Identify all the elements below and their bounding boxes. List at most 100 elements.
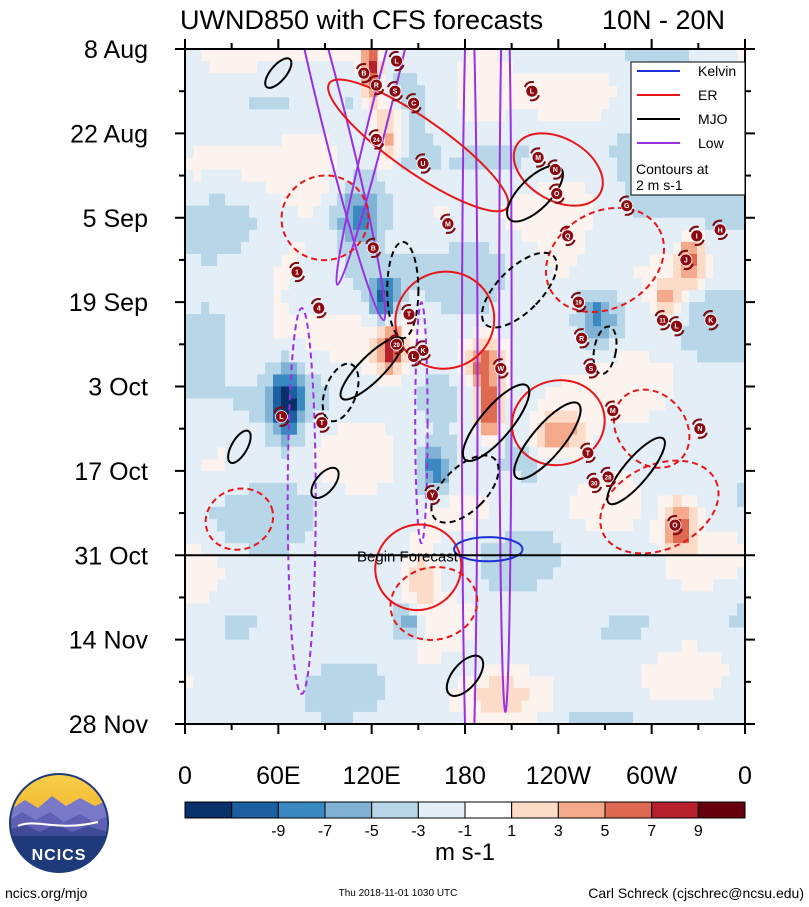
heat-cell [425, 410, 434, 424]
heat-cell [409, 157, 418, 171]
heat-cell [713, 290, 722, 303]
heat-cell [497, 314, 506, 327]
heat-cell [641, 687, 650, 701]
heat-cell [201, 507, 210, 520]
heat-cell [297, 519, 306, 532]
heat-cell [385, 555, 394, 568]
heat-cell [233, 494, 242, 508]
heat-cell [585, 290, 594, 303]
heat-cell [729, 217, 738, 231]
heat-cell [721, 458, 730, 472]
er-contour [512, 132, 604, 207]
heat-cell [193, 398, 202, 412]
heat-cell [593, 205, 602, 219]
heat-cell [505, 169, 514, 183]
heat-cell [401, 290, 410, 303]
heat-cell [609, 446, 618, 460]
heat-cell [457, 531, 466, 544]
heat-cell [233, 639, 242, 653]
heat-cell [729, 470, 738, 484]
heat-cell [241, 422, 250, 436]
heat-cell [689, 253, 698, 267]
heat-cell [321, 121, 330, 134]
heat-cell [249, 639, 258, 653]
heat-cell [281, 350, 290, 363]
storm-dot [581, 446, 595, 460]
heat-cell [409, 434, 418, 448]
heat-cell [289, 422, 298, 436]
heat-cell [553, 278, 562, 291]
heat-cell [297, 663, 306, 677]
heat-cell [521, 265, 530, 279]
storm-swirl [579, 442, 596, 463]
heat-cell [569, 675, 578, 689]
heat-cell [593, 470, 602, 484]
heat-cell [497, 145, 506, 159]
heat-cell [673, 229, 682, 243]
heat-cell [481, 290, 490, 303]
heat-cell [409, 205, 418, 219]
heat-cell [593, 434, 602, 448]
heat-cell [617, 567, 626, 580]
heat-cell [241, 85, 250, 98]
heat-cell [281, 470, 290, 484]
heat-cell [689, 603, 698, 617]
heat-cell [337, 398, 346, 412]
colorbar-swatch [464, 801, 513, 819]
heat-cell [625, 229, 634, 243]
storm-label: B [371, 245, 376, 252]
storm-marker: G [618, 195, 635, 216]
heat-cell [481, 410, 490, 424]
heat-cell [481, 519, 490, 532]
heat-cell [481, 470, 490, 484]
heat-cell [521, 627, 530, 641]
heat-cell [681, 458, 690, 472]
heat-cell [481, 265, 490, 279]
heat-cell [201, 627, 210, 641]
heat-cell [353, 290, 362, 303]
heat-cell [537, 169, 546, 183]
heat-cell [393, 470, 402, 484]
heat-cell [393, 217, 402, 231]
heat-cell [617, 687, 626, 701]
heat-cell [561, 675, 570, 689]
storm-label: L [279, 414, 284, 421]
heat-cell [233, 507, 242, 520]
heat-cell [641, 651, 650, 665]
heat-cell [465, 157, 474, 171]
heat-cell [345, 603, 354, 617]
storm-dot [312, 301, 326, 315]
heat-cell [529, 567, 538, 580]
storm-marker: N [547, 159, 564, 180]
heat-cell [201, 229, 210, 243]
heat-cell [449, 229, 458, 243]
heat-cell [553, 482, 562, 496]
heat-cell [569, 434, 578, 448]
colorbar-labels: -9 -7 -5 -3 -1 1 3 5 7 9 [271, 823, 703, 840]
heat-cell [441, 241, 450, 255]
heat-cell [377, 410, 386, 424]
colorbar-tick-label: -7 [318, 823, 332, 840]
heat-cell [385, 169, 394, 183]
heat-cell [265, 482, 274, 496]
heat-cell [713, 410, 722, 424]
heat-cell [401, 410, 410, 424]
heat-cell [217, 434, 226, 448]
heat-cell [657, 193, 666, 207]
heat-cell [337, 362, 346, 376]
storm-dot [656, 313, 669, 327]
heat-cell [273, 687, 282, 701]
heat-cell [233, 531, 242, 544]
heat-cell [577, 253, 586, 267]
heat-cell [481, 302, 490, 315]
heat-cell [561, 494, 570, 508]
heat-cell [305, 555, 314, 568]
heat-cell [209, 434, 218, 448]
heat-cell [649, 338, 658, 351]
heat-cell [513, 157, 522, 171]
heat-cell [241, 699, 250, 713]
heat-cell [361, 386, 370, 400]
heat-cell [457, 157, 466, 171]
heat-cell [313, 217, 322, 231]
heat-cell [441, 109, 450, 122]
